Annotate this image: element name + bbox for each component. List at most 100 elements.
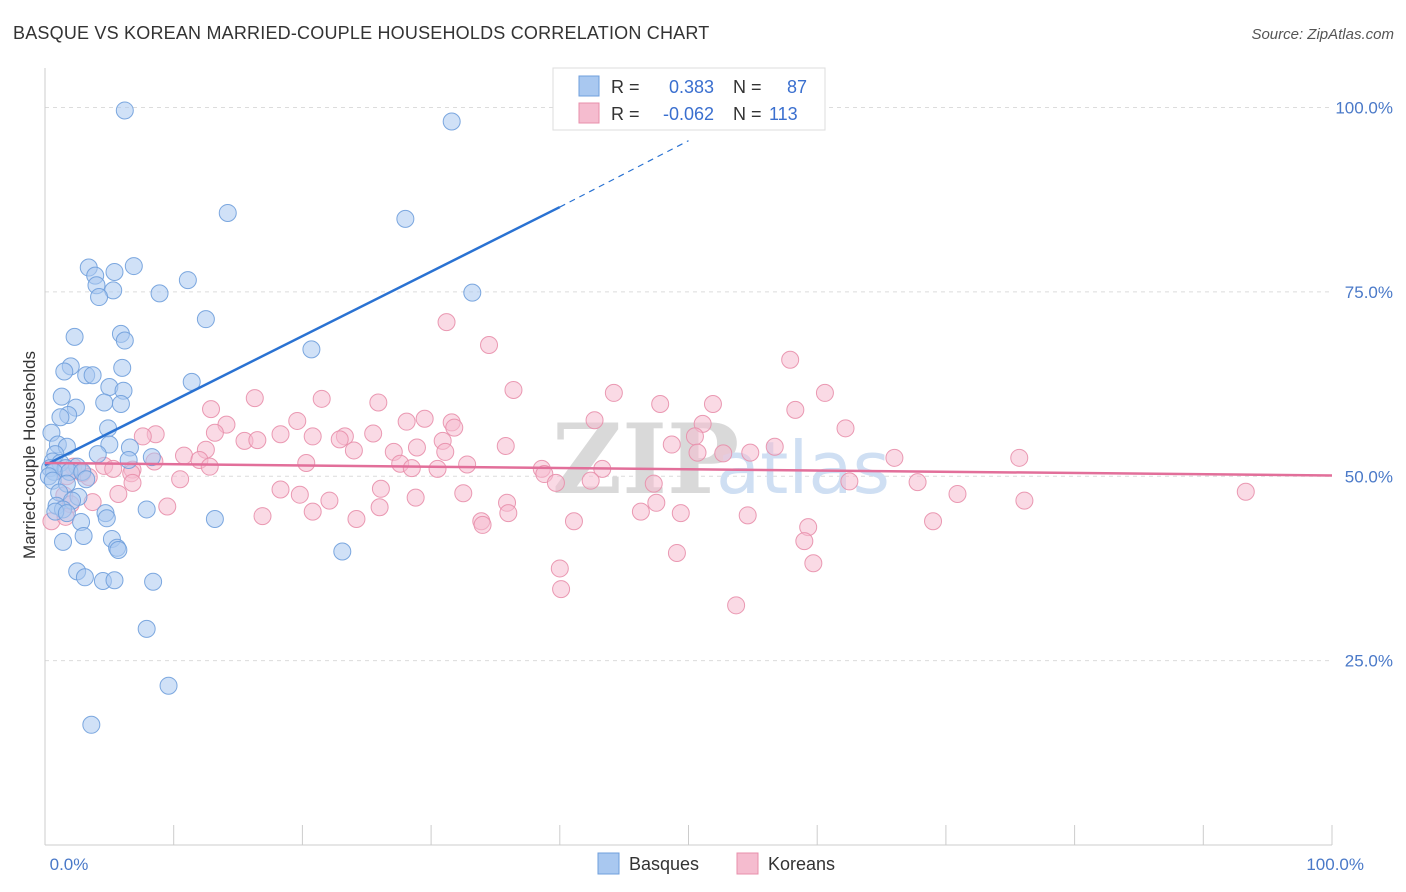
basques-point — [109, 541, 128, 559]
basques-point — [144, 572, 163, 591]
basques-point — [302, 340, 321, 359]
koreans-point — [415, 409, 434, 428]
stats-basques-r: 0.383 — [669, 77, 714, 97]
koreans-point — [647, 493, 666, 512]
y-tick-label: 75.0% — [1345, 283, 1393, 302]
watermark: ZIP atlas — [552, 403, 890, 516]
stats-koreans-n: 113 — [769, 104, 798, 124]
koreans-point — [499, 504, 518, 523]
koreans-points — [42, 313, 1255, 615]
koreans-point — [631, 502, 650, 521]
koreans-point — [1015, 491, 1034, 510]
koreans-point — [781, 350, 800, 369]
basques-point — [54, 532, 73, 551]
basques-point — [218, 203, 237, 222]
basques-point — [115, 101, 134, 120]
koreans-point — [585, 411, 604, 430]
koreans-point — [550, 559, 569, 578]
koreans-point — [174, 446, 193, 465]
koreans-point — [480, 335, 499, 354]
y-tick-label: 25.0% — [1345, 652, 1393, 671]
basques-point — [150, 284, 169, 303]
koreans-point — [402, 459, 421, 478]
basques-point — [97, 509, 116, 528]
basques-point — [88, 445, 107, 464]
stats-koreans-n-label: N = — [733, 104, 762, 124]
legend-basques-swatch — [597, 852, 620, 875]
koreans-point — [347, 510, 366, 529]
koreans-point — [290, 485, 309, 504]
stats-box: R = 0.383 N = 87 R = -0.062 N = 113 — [552, 67, 826, 131]
koreans-point — [703, 394, 722, 413]
stats-koreans-r: -0.062 — [663, 104, 714, 124]
koreans-point — [908, 473, 927, 492]
basques-trend-extension — [559, 140, 689, 208]
koreans-point — [344, 441, 363, 460]
koreans-point — [437, 313, 456, 332]
y-tick-labels: 25.0% 50.0% 75.0% 100.0% — [1335, 99, 1393, 671]
koreans-point — [581, 471, 600, 490]
y-axis-label: Married-couple Households — [20, 351, 39, 559]
koreans-point — [924, 512, 943, 531]
koreans-point — [369, 393, 388, 412]
koreans-point — [651, 394, 670, 413]
basques-points — [39, 101, 482, 734]
koreans-point — [496, 437, 515, 456]
chart-title: BASQUE VS KOREAN MARRIED-COUPLE HOUSEHOL… — [13, 23, 709, 43]
koreans-point — [171, 470, 190, 489]
koreans-point — [804, 554, 823, 573]
koreans-point — [685, 427, 704, 446]
watermark-zip: ZIP — [552, 403, 739, 516]
koreans-point — [552, 580, 571, 599]
koreans-point — [245, 389, 264, 408]
koreans-point — [604, 383, 623, 402]
basques-point — [113, 358, 132, 377]
legend: Basques Koreans — [597, 852, 835, 875]
basques-point — [74, 526, 93, 545]
koreans-point — [297, 453, 316, 472]
legend-koreans-swatch — [736, 852, 759, 875]
koreans-point — [428, 459, 447, 478]
koreans-point — [371, 479, 390, 498]
y-tick-label: 100.0% — [1335, 99, 1393, 118]
koreans-point — [885, 448, 904, 467]
basques-trend-line — [44, 205, 561, 467]
koreans-point — [303, 502, 322, 521]
koreans-point — [364, 424, 383, 443]
basques-point — [90, 288, 109, 307]
basques-point — [115, 331, 134, 350]
koreans-point — [741, 443, 760, 462]
koreans-point — [271, 480, 290, 499]
basques-point — [111, 394, 130, 413]
koreans-point — [795, 532, 814, 551]
basques-point — [57, 504, 76, 523]
stats-basques-swatch — [578, 75, 600, 97]
basques-point — [100, 435, 119, 454]
koreans-point — [454, 484, 473, 503]
koreans-point — [948, 484, 967, 503]
koreans-point — [202, 400, 221, 419]
koreans-point — [688, 443, 707, 462]
x-axis-ticks — [44, 825, 1333, 845]
basques-point — [55, 362, 74, 381]
basques-point — [442, 112, 461, 131]
basques-point — [142, 448, 161, 467]
koreans-point — [836, 419, 855, 438]
stats-basques-r-label: R = — [611, 77, 640, 97]
basques-point — [396, 209, 415, 228]
basques-point — [463, 283, 482, 302]
koreans-point — [253, 507, 272, 526]
basques-point — [75, 568, 94, 587]
koreans-point — [714, 444, 733, 463]
basques-point — [196, 310, 215, 329]
stats-koreans-r-label: R = — [611, 104, 640, 124]
koreans-point — [445, 418, 464, 437]
koreans-point — [840, 472, 859, 491]
koreans-point — [765, 437, 784, 456]
koreans-point — [667, 543, 686, 562]
koreans-point — [546, 473, 565, 492]
koreans-point — [133, 427, 152, 446]
koreans-point — [1010, 448, 1029, 467]
